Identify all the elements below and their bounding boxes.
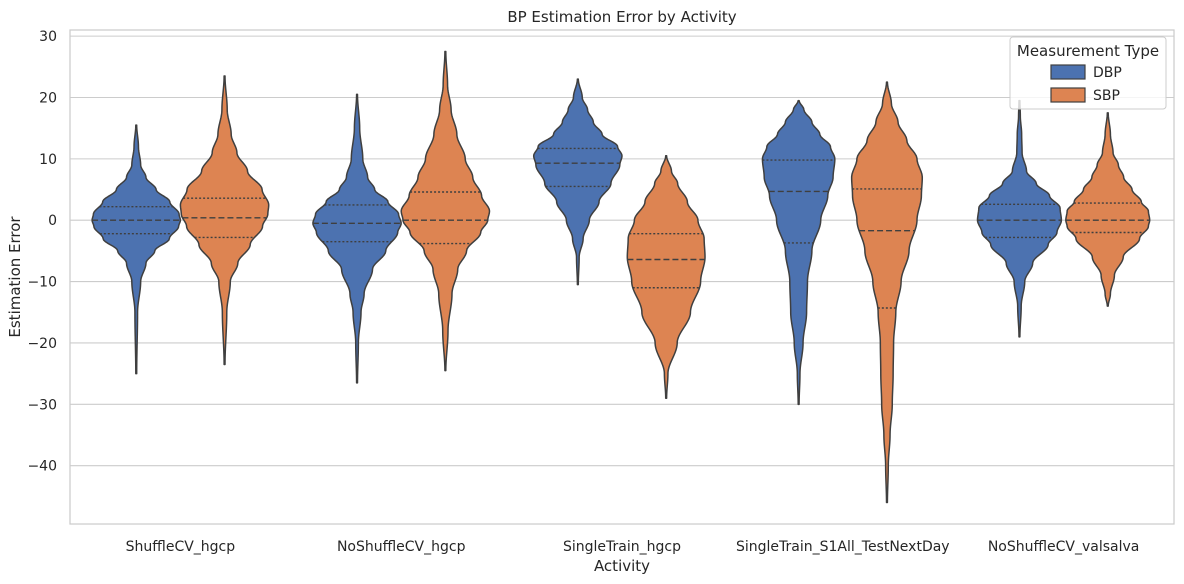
violin-body xyxy=(1065,112,1151,307)
violin-dbp-2 xyxy=(532,78,623,286)
violin-dbp-1 xyxy=(312,93,402,384)
x-tick-label: SingleTrain_hgcp xyxy=(563,539,681,555)
violin-sbp-3 xyxy=(850,81,924,504)
legend-swatch-dbp xyxy=(1050,64,1086,80)
legend-swatch-sbp xyxy=(1050,87,1086,103)
violin-sbp-1 xyxy=(400,50,491,372)
y-tick-labels: 30 20 10 0 −10 −20 −30 −40 xyxy=(27,29,57,475)
y-tick-label: 10 xyxy=(39,152,57,168)
x-tick-label: NoShuffleCV_hgcp xyxy=(337,539,466,555)
violin-body xyxy=(626,155,706,399)
legend-title: Measurement Type xyxy=(1017,42,1159,60)
violin-body xyxy=(400,50,491,372)
violin-sbp-0 xyxy=(179,75,270,366)
plot-area xyxy=(69,29,1175,525)
violin-body xyxy=(761,99,836,406)
y-tick-label: 30 xyxy=(39,29,57,45)
violin-body xyxy=(312,93,402,384)
y-tick-label: −30 xyxy=(27,397,57,413)
y-tick-label: −40 xyxy=(27,459,57,475)
violin-dbp-3 xyxy=(761,99,836,406)
x-tick-label: ShuffleCV_hgcp xyxy=(126,539,236,555)
violin-dbp-0 xyxy=(91,124,182,375)
x-tick-label: NoShuffleCV_valsalva xyxy=(988,539,1140,555)
violin-body xyxy=(179,75,270,366)
y-axis-title: Estimation Error xyxy=(6,216,24,338)
violin-body xyxy=(976,99,1063,338)
x-axis-title: Activity xyxy=(594,557,650,575)
y-tick-label: −20 xyxy=(27,336,57,352)
violin-body xyxy=(91,124,182,375)
x-tick-labels: ShuffleCV_hgcp NoShuffleCV_hgcp SingleTrai… xyxy=(126,539,1140,555)
violin-body xyxy=(850,81,924,504)
y-tick-label: 20 xyxy=(39,91,57,107)
legend-frame xyxy=(1009,36,1167,110)
y-tick-label: −10 xyxy=(27,275,57,291)
legend-label-dbp: DBP xyxy=(1093,65,1122,81)
x-tick-label: SingleTrain_S1All_TestNextDay xyxy=(736,539,950,555)
legend-label-sbp: SBP xyxy=(1093,88,1120,104)
y-tick-label: 0 xyxy=(48,213,57,229)
violin-sbp-2 xyxy=(626,155,706,399)
violin-sbp-4 xyxy=(1065,112,1151,307)
violins xyxy=(91,50,1151,504)
chart-title: BP Estimation Error by Activity xyxy=(507,8,736,26)
legend: Measurement Type DBP SBP xyxy=(1009,36,1167,110)
violin-dbp-4 xyxy=(976,99,1063,338)
